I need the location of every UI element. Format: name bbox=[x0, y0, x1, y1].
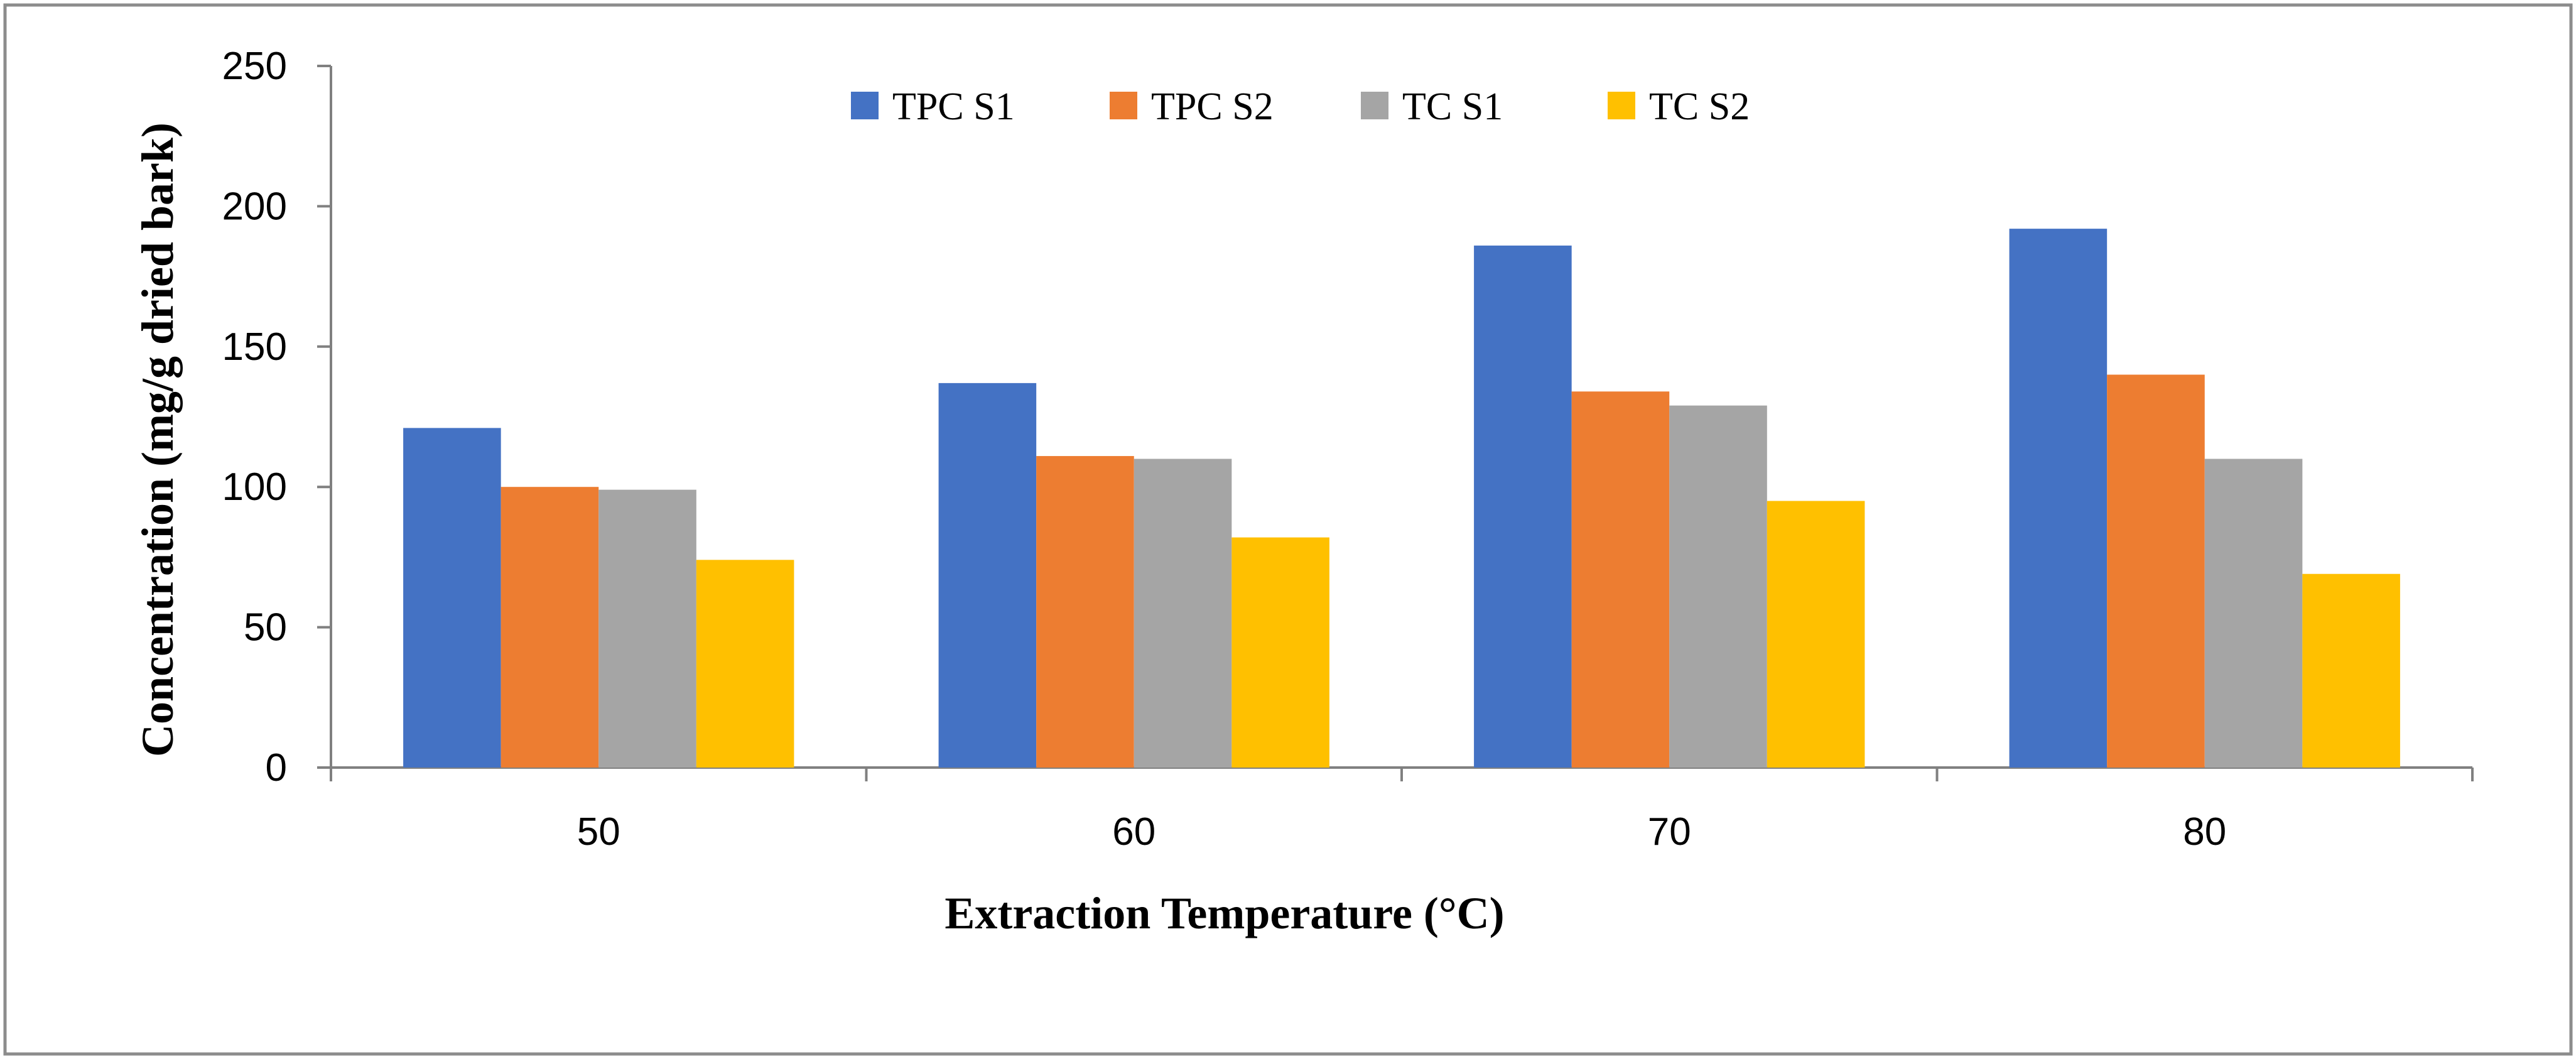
y-tick-label: 200 bbox=[222, 185, 287, 228]
y-tick-label: 0 bbox=[266, 746, 287, 790]
bar-tc-s2-70 bbox=[1767, 501, 1865, 768]
bar-tc-s1-60 bbox=[1134, 459, 1232, 768]
bar-tpc-s2-80 bbox=[2107, 374, 2205, 768]
bar-tpc-s2-50 bbox=[501, 487, 599, 768]
legend-label-tc-s2: TC S2 bbox=[1649, 85, 1750, 128]
y-axis-title: Concentration (mg/g dried bark) bbox=[133, 122, 183, 757]
y-tick-label: 100 bbox=[222, 465, 287, 509]
bar-tc-s2-60 bbox=[1231, 537, 1329, 768]
y-tick-label: 150 bbox=[222, 325, 287, 369]
bar-tpc-s2-60 bbox=[1036, 456, 1134, 768]
y-tick-label: 250 bbox=[222, 45, 287, 88]
legend-swatch-tc-s1 bbox=[1361, 92, 1388, 119]
bar-tpc-s2-70 bbox=[1571, 391, 1670, 768]
legend-label-tpc-s2: TPC S2 bbox=[1151, 85, 1274, 128]
x-tick-label: 60 bbox=[1112, 810, 1155, 854]
legend-swatch-tc-s2 bbox=[1608, 92, 1635, 119]
y-tick-label: 50 bbox=[244, 606, 287, 649]
x-axis-title: Extraction Temperature (°C) bbox=[944, 888, 1504, 938]
bar-tc-s2-50 bbox=[696, 560, 794, 768]
bar-tpc-s1-60 bbox=[938, 383, 1037, 768]
x-tick-label: 80 bbox=[2183, 810, 2226, 854]
bars bbox=[403, 229, 2400, 768]
legend-label-tc-s1: TC S1 bbox=[1402, 85, 1503, 128]
legend-swatch-tpc-s1 bbox=[851, 92, 879, 119]
legend-label-tpc-s1: TPC S1 bbox=[892, 85, 1015, 128]
x-tick-label: 70 bbox=[1648, 810, 1691, 854]
bar-tpc-s1-50 bbox=[403, 428, 501, 768]
legend: TPC S1 TPC S2 TC S1 TC S2 bbox=[851, 85, 1750, 128]
bar-tc-s1-50 bbox=[598, 489, 696, 768]
bar-tc-s1-70 bbox=[1669, 405, 1767, 768]
legend-swatch-tpc-s2 bbox=[1110, 92, 1137, 119]
y-axis: 0 50 100 150 200 250 bbox=[222, 45, 332, 790]
x-tick-label: 50 bbox=[577, 810, 620, 854]
bar-tpc-s1-80 bbox=[2009, 229, 2108, 768]
bar-tc-s1-80 bbox=[2204, 459, 2303, 768]
bar-tc-s2-80 bbox=[2302, 573, 2400, 768]
bar-tpc-s1-70 bbox=[1474, 245, 1572, 768]
